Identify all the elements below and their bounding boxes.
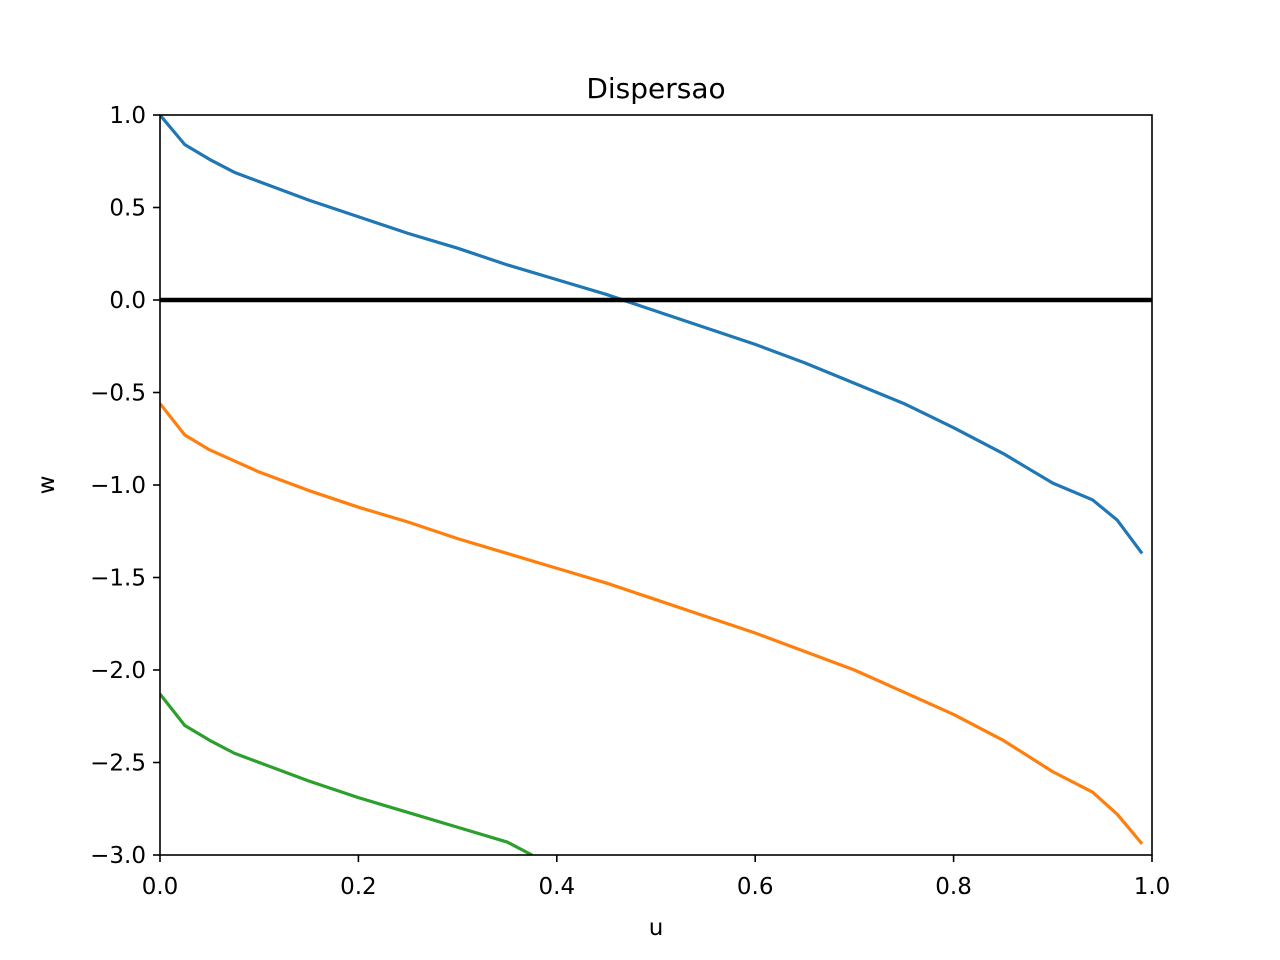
x-tick-label: 0.2 xyxy=(340,874,377,900)
x-tick-label: 1.0 xyxy=(1134,874,1171,900)
x-tick-label: 0.4 xyxy=(539,874,576,900)
y-tick-label: −0.5 xyxy=(90,381,146,407)
y-tick-label: −2.5 xyxy=(90,751,146,777)
y-tick-label: 0.5 xyxy=(109,196,146,222)
series-line-3 xyxy=(160,693,533,855)
y-tick-label: −1.0 xyxy=(90,473,146,499)
y-tick-label: −1.5 xyxy=(90,566,146,592)
y-axis-label: w xyxy=(34,476,60,495)
y-tick-label: −2.0 xyxy=(90,658,146,684)
x-tick-label: 0.6 xyxy=(737,874,774,900)
plot-area xyxy=(160,115,1144,855)
y-tick-label: 1.0 xyxy=(109,103,146,129)
y-tick-label: −3.0 xyxy=(90,843,146,869)
x-tick-label: 0.8 xyxy=(935,874,972,900)
chart-title: Dispersao xyxy=(586,72,725,105)
x-axis-label: u xyxy=(649,915,664,941)
series-line-2 xyxy=(160,402,1144,845)
y-axis: 1.0 0.5 0.0 −0.5 −1.0 −1.5 −2.0 −2.5 −3.0 xyxy=(90,103,160,869)
series-line-1 xyxy=(160,115,1144,555)
x-axis: 0.0 0.2 0.4 0.6 0.8 1.0 xyxy=(142,855,1171,900)
y-tick-label: 0.0 xyxy=(109,288,146,314)
x-tick-label: 0.0 xyxy=(142,874,179,900)
